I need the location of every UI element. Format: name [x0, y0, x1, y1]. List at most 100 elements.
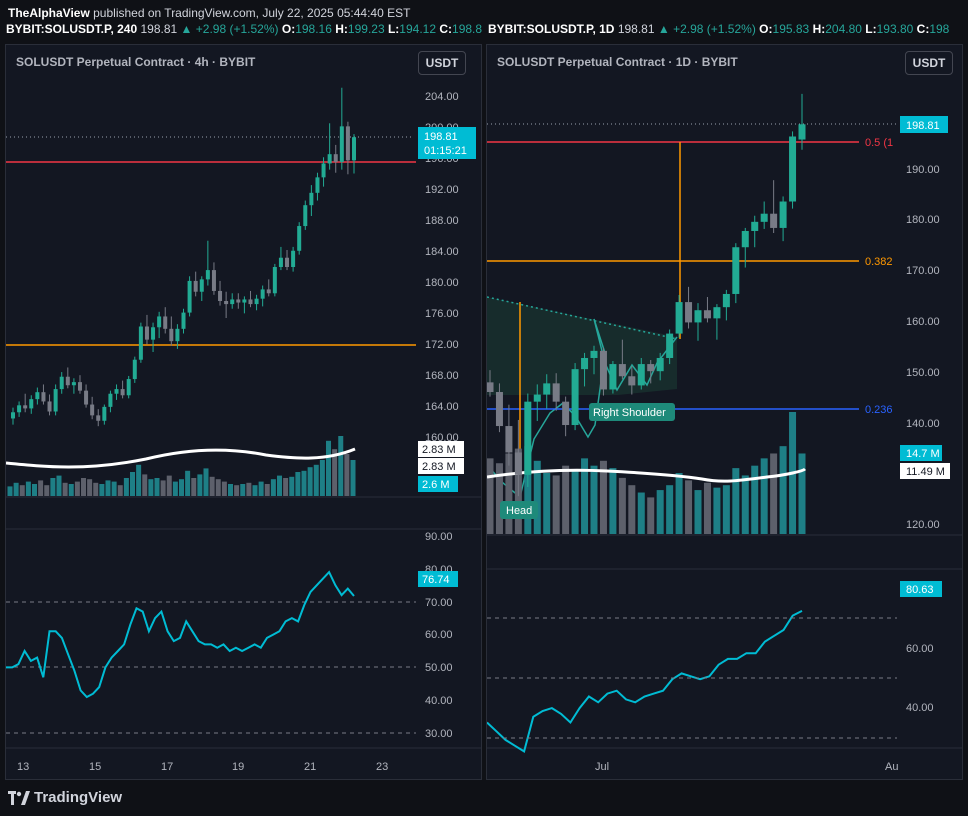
- candle[interactable]: [309, 185, 314, 216]
- candle[interactable]: [41, 384, 46, 405]
- tradingview-logo[interactable]: TradingView: [8, 789, 122, 806]
- candle[interactable]: [138, 322, 143, 363]
- candle[interactable]: [571, 363, 579, 431]
- candle[interactable]: [260, 285, 265, 307]
- candle[interactable]: [23, 393, 28, 413]
- left-candles[interactable]: [11, 87, 356, 427]
- candle[interactable]: [581, 352, 589, 387]
- candle[interactable]: [272, 263, 277, 297]
- candle[interactable]: [770, 180, 778, 234]
- candle[interactable]: [84, 384, 89, 408]
- right-chart-panel[interactable]: 190.00 180.00 170.00 160.00 150.00 140.0…: [486, 44, 963, 780]
- candle[interactable]: [590, 345, 598, 375]
- publisher-name[interactable]: TheAlphaView: [8, 6, 90, 20]
- right-currency-button[interactable]: USDT: [905, 51, 953, 75]
- candle[interactable]: [339, 87, 344, 170]
- candle[interactable]: [751, 215, 759, 248]
- candle[interactable]: [647, 360, 655, 384]
- candle[interactable]: [102, 404, 107, 425]
- right-price-axis[interactable]: 190.00 180.00 170.00 160.00 150.00 140.0…: [906, 164, 940, 531]
- candle[interactable]: [656, 352, 664, 381]
- candle[interactable]: [17, 401, 22, 417]
- candle[interactable]: [193, 271, 198, 297]
- candle[interactable]: [224, 291, 229, 318]
- candle[interactable]: [211, 262, 216, 295]
- candle[interactable]: [120, 380, 125, 399]
- candle[interactable]: [132, 356, 137, 383]
- left-time-axis[interactable]: 13 15 17 19 21 23: [17, 761, 388, 773]
- candle[interactable]: [254, 294, 259, 311]
- candle[interactable]: [514, 419, 522, 497]
- candle[interactable]: [562, 396, 570, 437]
- candle[interactable]: [789, 131, 797, 209]
- candle[interactable]: [315, 172, 320, 201]
- candle[interactable]: [297, 222, 302, 255]
- candle[interactable]: [618, 339, 626, 380]
- right-chart-svg[interactable]: 190.00 180.00 170.00 160.00 150.00 140.0…: [487, 45, 963, 780]
- candle[interactable]: [732, 243, 740, 304]
- left-currency-button[interactable]: USDT: [418, 51, 466, 75]
- candle[interactable]: [218, 280, 223, 306]
- head-label-box[interactable]: [500, 501, 538, 519]
- candle[interactable]: [637, 357, 645, 390]
- candle[interactable]: [90, 396, 95, 420]
- candle[interactable]: [181, 308, 186, 334]
- candle[interactable]: [505, 404, 513, 466]
- candle[interactable]: [543, 374, 551, 409]
- candle[interactable]: [285, 250, 290, 271]
- candle[interactable]: [760, 201, 768, 229]
- candle[interactable]: [487, 370, 494, 397]
- right-shoulder-label-box[interactable]: [589, 403, 675, 421]
- candle[interactable]: [71, 378, 76, 394]
- candle[interactable]: [303, 200, 308, 230]
- candle[interactable]: [345, 121, 350, 175]
- candle[interactable]: [333, 144, 338, 173]
- candle[interactable]: [327, 123, 332, 170]
- candle[interactable]: [144, 314, 149, 345]
- candle[interactable]: [321, 157, 326, 187]
- candle[interactable]: [628, 366, 636, 395]
- candle[interactable]: [722, 289, 730, 321]
- candle[interactable]: [713, 304, 721, 340]
- candle[interactable]: [126, 375, 131, 399]
- candle[interactable]: [599, 347, 607, 396]
- candle[interactable]: [53, 384, 58, 416]
- candle[interactable]: [35, 387, 40, 405]
- candle[interactable]: [291, 246, 296, 272]
- candle[interactable]: [236, 293, 241, 309]
- candle[interactable]: [609, 361, 617, 394]
- candle[interactable]: [242, 296, 247, 314]
- candle[interactable]: [47, 394, 52, 416]
- candle[interactable]: [685, 286, 693, 329]
- candle[interactable]: [96, 409, 101, 427]
- candle[interactable]: [703, 297, 711, 323]
- candle[interactable]: [169, 316, 174, 346]
- left-chart-svg[interactable]: 204.00 200.00 196.00 192.00 188.00 184.0…: [6, 45, 482, 780]
- candle[interactable]: [114, 384, 119, 400]
- candle[interactable]: [779, 196, 787, 242]
- candle[interactable]: [163, 307, 168, 334]
- right-candles[interactable]: [487, 93, 806, 497]
- candle[interactable]: [552, 373, 560, 411]
- candle[interactable]: [59, 372, 64, 394]
- candle[interactable]: [666, 329, 674, 365]
- candle[interactable]: [741, 227, 749, 268]
- candle[interactable]: [77, 375, 82, 394]
- candle[interactable]: [675, 294, 683, 338]
- candle[interactable]: [798, 93, 806, 150]
- candle[interactable]: [278, 246, 283, 271]
- candle[interactable]: [157, 311, 162, 339]
- left-chart-panel[interactable]: 204.00 200.00 196.00 192.00 188.00 184.0…: [5, 44, 482, 780]
- candle[interactable]: [524, 393, 532, 488]
- candle[interactable]: [266, 279, 271, 297]
- candle[interactable]: [495, 383, 503, 433]
- candle[interactable]: [694, 303, 702, 341]
- candle[interactable]: [352, 134, 356, 174]
- candle[interactable]: [108, 390, 113, 413]
- candle[interactable]: [199, 276, 204, 301]
- candle[interactable]: [151, 322, 156, 352]
- candle[interactable]: [29, 395, 34, 414]
- candle[interactable]: [248, 290, 253, 308]
- candle[interactable]: [230, 293, 235, 309]
- candle[interactable]: [187, 276, 192, 317]
